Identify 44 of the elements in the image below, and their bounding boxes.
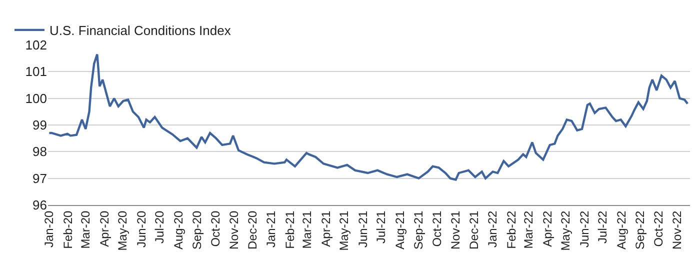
x-tick-label: May-20 xyxy=(116,210,130,251)
x-tick-label: Jun-21 xyxy=(356,210,370,248)
x-tick-label: Apr-22 xyxy=(540,210,554,247)
x-tick-label: Aug-21 xyxy=(392,210,407,250)
line-series xyxy=(48,53,689,181)
x-tick-label: Apr-20 xyxy=(97,210,112,247)
x-tick-label: Dec-21 xyxy=(466,210,481,250)
x-tick-label: Feb-22 xyxy=(504,210,518,249)
y-tick-label: 99 xyxy=(32,118,47,133)
x-tick-label: Jan-22 xyxy=(486,210,500,248)
x-tick-label: Feb-20 xyxy=(60,210,75,249)
y-tick-label: 101 xyxy=(25,64,47,80)
x-tick-label: Jan-21 xyxy=(264,210,278,248)
x-tick-label: Jun-22 xyxy=(577,210,592,248)
x-tick-label: Sep-21 xyxy=(412,210,426,250)
x-tick-label: Sep-22 xyxy=(633,210,648,250)
x-tick-label: Feb-21 xyxy=(283,210,298,249)
y-tick-label: 98 xyxy=(32,144,47,160)
x-tick-label: May-21 xyxy=(337,210,352,251)
x-tick-label: Jun-20 xyxy=(134,210,148,248)
x-tick-label: May-22 xyxy=(558,210,572,251)
x-tick-label: Oct-22 xyxy=(651,210,666,247)
x-tick-label: Aug-20 xyxy=(171,210,186,250)
x-tick-label: Dec-20 xyxy=(245,210,260,250)
x-tick-label: Mar-20 xyxy=(78,210,93,249)
y-tick-label: 97 xyxy=(32,170,47,186)
x-tick-label: Oct-21 xyxy=(430,210,444,247)
x-tick-label: Jan-20 xyxy=(42,210,56,248)
legend-label: U.S. Financial Conditions Index xyxy=(49,23,232,38)
x-tick-label: Mar-22 xyxy=(521,210,536,249)
x-tick-label: Jul-21 xyxy=(374,210,388,244)
x-tick-label: Oct-20 xyxy=(208,210,222,247)
y-tick-label: 100 xyxy=(25,90,47,106)
x-tick-label: Jul-22 xyxy=(596,210,610,244)
x-tick-label: Nov-20 xyxy=(227,210,242,250)
x-tick-label: Nov-21 xyxy=(448,210,463,250)
y-tick-label: 102 xyxy=(25,38,47,53)
x-tick-label: Apr-21 xyxy=(318,210,333,247)
x-tick-label: Sep-20 xyxy=(190,210,204,250)
y-tick-label: 96 xyxy=(32,198,47,213)
x-tick-label: Jul-20 xyxy=(152,210,167,244)
x-tick-label: Mar-21 xyxy=(300,210,314,249)
x-tick-label: Nov-22 xyxy=(670,210,684,250)
x-tick-label: Aug-22 xyxy=(614,210,628,250)
